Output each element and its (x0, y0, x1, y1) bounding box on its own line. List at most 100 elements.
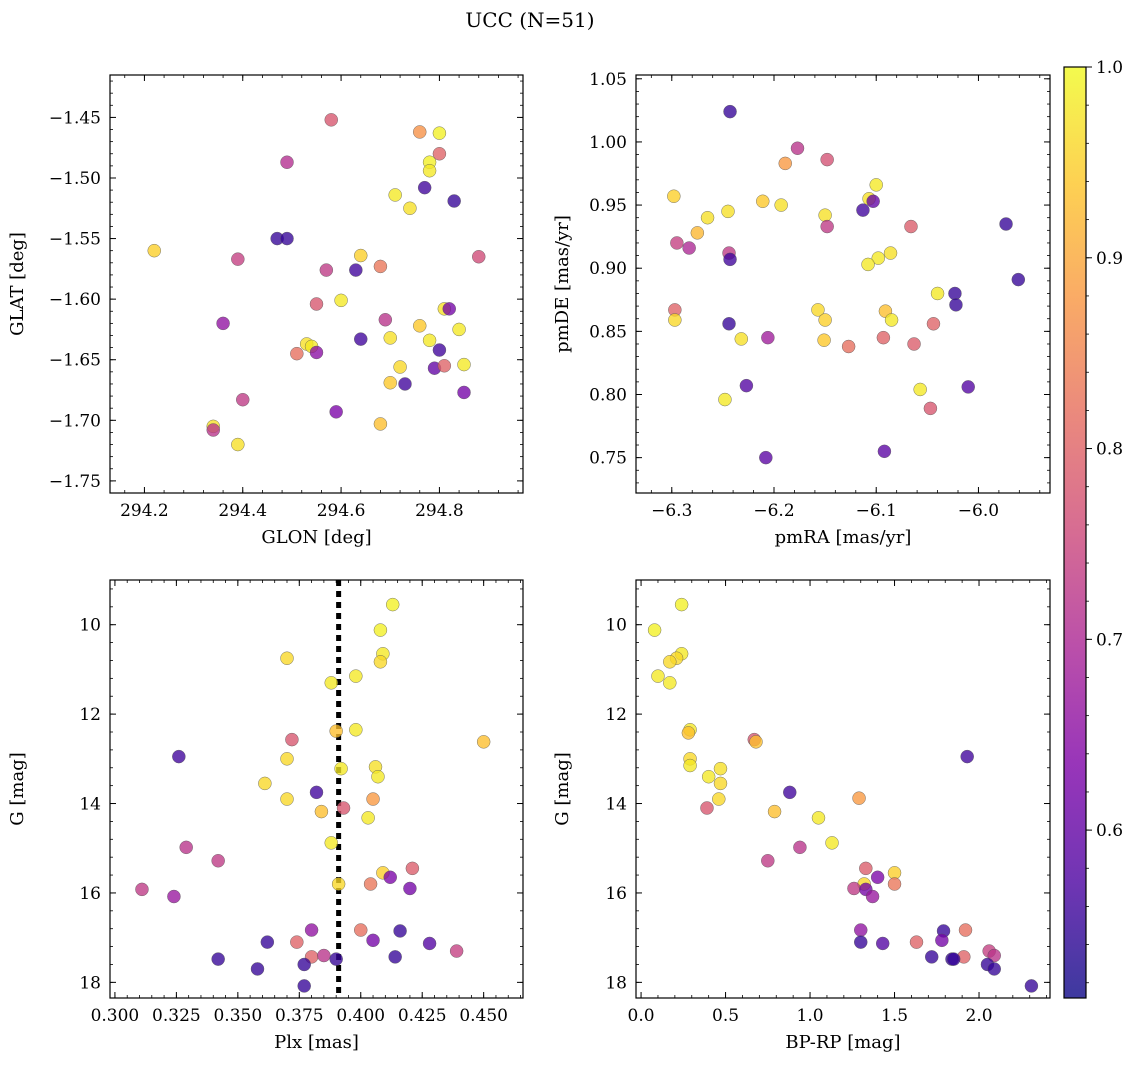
data-point (913, 382, 927, 397)
data-point (388, 188, 402, 202)
data-point (1024, 979, 1039, 993)
data-point (841, 339, 856, 354)
y-axis-label: G [mag] (7, 752, 28, 825)
data-point (811, 811, 826, 825)
data-point (887, 877, 902, 891)
data-point (647, 623, 662, 637)
data-point (820, 219, 834, 234)
data-point (334, 293, 348, 308)
data-point (926, 317, 941, 331)
x-tick-label: 0.400 (336, 1006, 385, 1026)
colorbar-tick-label: 0.7 (1096, 630, 1123, 650)
data-point (371, 770, 385, 784)
data-point (668, 313, 682, 327)
data-point (783, 785, 797, 800)
data-point (422, 164, 437, 178)
data-point (280, 651, 294, 665)
data-point (280, 792, 294, 806)
data-point (723, 104, 737, 119)
y-tick-label: 10 (79, 616, 101, 636)
data-point (713, 776, 728, 791)
panels-layer: 294.2 294.4 294.6 294.8 −1.45 −1.50 −1.55 −1.60… (7, 70, 1051, 1053)
data-point (324, 676, 338, 690)
data-point (331, 877, 346, 891)
data-point (383, 870, 397, 884)
data-point (422, 936, 437, 951)
data-point (366, 792, 380, 806)
y-tick-label: 16 (605, 884, 627, 904)
data-point (948, 286, 962, 301)
data-point (884, 313, 899, 327)
data-point (211, 854, 225, 868)
y-tick-label: 14 (605, 795, 627, 815)
data-point (329, 405, 343, 419)
data-point (674, 597, 689, 612)
plot-frame (635, 579, 1051, 999)
data-point (211, 952, 225, 966)
y-tick-label: −1.75 (49, 472, 101, 492)
data-point (317, 948, 331, 963)
data-point (329, 724, 343, 738)
data-point (349, 723, 363, 737)
data-point (818, 313, 832, 327)
data-point (883, 246, 898, 260)
data-point (949, 298, 963, 312)
data-point (749, 735, 763, 749)
data-point (442, 302, 456, 316)
data-point (280, 231, 294, 246)
data-point (859, 861, 873, 876)
data-point (866, 194, 880, 208)
data-point (334, 761, 348, 776)
data-point (354, 923, 368, 937)
scatter-points (135, 597, 491, 993)
data-point (854, 923, 868, 937)
data-point (722, 317, 736, 331)
data-point (457, 385, 471, 400)
data-point (172, 749, 186, 764)
data-point (373, 417, 388, 431)
data-point (712, 792, 726, 806)
data-point (683, 758, 697, 773)
data-point (314, 804, 329, 819)
data-point (361, 811, 375, 825)
x-tick-label: 0.350 (213, 1006, 262, 1026)
colorbar: 0.6 0.7 0.8 0.9 1.0 (1063, 58, 1123, 999)
data-point (852, 791, 866, 805)
data-point (285, 732, 299, 747)
data-point (373, 259, 388, 274)
data-point (147, 243, 161, 258)
data-point (923, 401, 938, 416)
data-point (759, 450, 773, 465)
data-point (790, 141, 805, 155)
y-tick-label: 18 (79, 973, 101, 993)
data-point (670, 236, 684, 250)
x-tick-label: −6.3 (651, 501, 692, 521)
data-point (386, 597, 400, 612)
data-point (398, 377, 412, 391)
x-tick-label: 0.300 (91, 1006, 140, 1026)
x-tick-label: 1.5 (881, 1006, 908, 1026)
y-tick-label: 16 (79, 884, 101, 904)
data-point (437, 359, 452, 373)
data-point (304, 923, 319, 937)
colorbar-tick-label: 1.0 (1096, 58, 1123, 78)
x-tick-label: 294.6 (317, 501, 366, 521)
data-point (871, 251, 885, 265)
y-tick-label: 12 (605, 705, 627, 725)
data-point (778, 156, 792, 171)
y-tick-label: 0.80 (589, 385, 627, 405)
plot-frame (109, 74, 524, 494)
data-point (280, 155, 294, 169)
y-axis-label: G [mag] (552, 752, 573, 825)
x-tick-label: −6.1 (856, 501, 897, 521)
data-point (393, 360, 407, 374)
x-tick-label: 294.2 (120, 501, 169, 521)
colorbar-tick-label: 0.8 (1096, 440, 1123, 460)
x-tick-label: 0.325 (152, 1006, 201, 1026)
x-axis-label: Plx [mas] (274, 1032, 359, 1053)
data-point (258, 776, 272, 791)
data-point (774, 198, 788, 212)
data-point (793, 840, 807, 855)
data-point (324, 836, 338, 850)
data-point (329, 952, 343, 966)
